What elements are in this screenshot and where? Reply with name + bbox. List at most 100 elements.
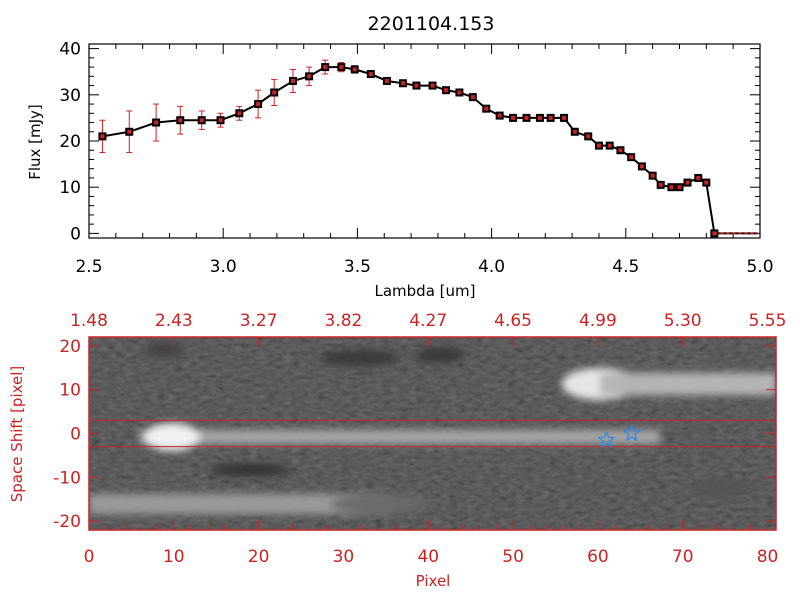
data-marker-center bbox=[127, 129, 132, 134]
bg-patch-2 bbox=[320, 350, 400, 366]
top-ytick-label: 30 bbox=[59, 86, 81, 106]
data-marker-center bbox=[368, 72, 373, 77]
bg-patch-4 bbox=[690, 479, 750, 497]
star-marker bbox=[622, 423, 641, 442]
bottom-top-tick-label: 4.99 bbox=[579, 311, 617, 331]
data-marker-center bbox=[572, 129, 577, 134]
top-yticks: 0 10 20 30 40 bbox=[59, 40, 760, 244]
data-marker-center bbox=[639, 164, 644, 169]
data-marker-center bbox=[537, 115, 542, 120]
top-plot-frame bbox=[88, 43, 761, 239]
bottom-ytick-label: 0 bbox=[70, 425, 81, 445]
bottom-top-tick-label: 4.65 bbox=[494, 311, 532, 331]
data-marker-center bbox=[704, 180, 709, 185]
data-marker-center bbox=[352, 67, 357, 72]
data-marker-center bbox=[524, 115, 529, 120]
bottom-ytick-label: -20 bbox=[53, 512, 81, 532]
top-xtick-label: 3.0 bbox=[210, 257, 237, 277]
bottom-top-tick-label: 3.27 bbox=[240, 311, 278, 331]
data-marker-center bbox=[618, 148, 623, 153]
data-marker-center bbox=[470, 95, 475, 100]
data-marker-center bbox=[323, 65, 328, 70]
lower-trace bbox=[89, 494, 389, 514]
data-marker-center bbox=[607, 143, 612, 148]
data-marker-center bbox=[629, 155, 634, 160]
data-marker-center bbox=[384, 78, 389, 83]
bottom-xtick-label: 80 bbox=[757, 547, 779, 567]
bottom-xtick-label: 50 bbox=[502, 547, 524, 567]
top-x-label: Lambda [um] bbox=[375, 282, 476, 300]
bottom-ytick-label: -10 bbox=[53, 468, 81, 488]
top-xtick-label: 4.0 bbox=[478, 257, 505, 277]
data-marker-center bbox=[658, 182, 663, 187]
data-marker-center bbox=[497, 113, 502, 118]
data-marker-center bbox=[237, 111, 242, 116]
data-marker-center bbox=[272, 90, 277, 95]
data-marker-center bbox=[484, 106, 489, 111]
data-marker-center bbox=[430, 83, 435, 88]
lower-trace-end bbox=[330, 495, 430, 513]
bottom-y-label: Space Shift [pixel] bbox=[8, 366, 26, 503]
trace-peak bbox=[144, 423, 200, 451]
bottom-xtick-label: 10 bbox=[163, 547, 185, 567]
top-xticks: 2.5 3.0 3.5 4.0 4.5 5.0 bbox=[75, 44, 774, 277]
bottom-x-label: Pixel bbox=[416, 572, 451, 590]
bottom-xticks: 0 10 20 30 40 50 60 70 80 bbox=[84, 520, 779, 567]
data-marker-center bbox=[548, 115, 553, 120]
bottom-ytick-label: 20 bbox=[59, 337, 81, 357]
bottom-top-tick-label: 3.82 bbox=[325, 311, 363, 331]
bottom-top-ticks: 1.48 2.43 3.27 3.82 4.27 4.65 4.99 5.30 5.55 bbox=[70, 311, 786, 347]
data-marker-center bbox=[339, 65, 344, 70]
spectral-image bbox=[89, 337, 776, 530]
bottom-xtick-label: 60 bbox=[587, 547, 609, 567]
bottom-top-tick-label: 2.43 bbox=[155, 311, 193, 331]
top-xtick-label: 5.0 bbox=[746, 257, 773, 277]
data-marker-center bbox=[178, 118, 183, 123]
data-marker-center bbox=[669, 185, 674, 190]
data-marker-center bbox=[307, 74, 312, 79]
data-marker-center bbox=[586, 134, 591, 139]
top-xtick-label: 3.5 bbox=[344, 257, 371, 277]
data-marker-center bbox=[218, 118, 223, 123]
data-marker-center bbox=[256, 102, 261, 107]
bottom-top-tick-label: 5.30 bbox=[664, 311, 702, 331]
data-marker-center bbox=[401, 81, 406, 86]
main-trace bbox=[140, 430, 660, 444]
top-markers bbox=[98, 63, 758, 238]
bottom-yticks: -20 -10 0 10 20 bbox=[53, 337, 776, 532]
chart-title: 2201104.153 bbox=[368, 13, 495, 35]
data-marker-center bbox=[290, 78, 295, 83]
data-marker-center bbox=[685, 180, 690, 185]
data-marker-center bbox=[457, 90, 462, 95]
data-marker-center bbox=[443, 88, 448, 93]
bg-patch-5 bbox=[210, 464, 290, 476]
bottom-xtick-label: 20 bbox=[248, 547, 270, 567]
bg-patch-3 bbox=[415, 347, 465, 363]
bg-patch-1 bbox=[145, 342, 185, 358]
data-marker-center bbox=[199, 118, 204, 123]
bottom-xtick-label: 40 bbox=[417, 547, 439, 567]
data-marker-center bbox=[511, 115, 516, 120]
bottom-top-tick-label: 5.55 bbox=[749, 311, 787, 331]
top-xtick-label: 2.5 bbox=[75, 257, 102, 277]
bottom-ytick-label: 10 bbox=[59, 381, 81, 401]
bottom-top-tick-label: 4.27 bbox=[409, 311, 447, 331]
top-ytick-label: 10 bbox=[59, 178, 81, 198]
top-ytick-label: 0 bbox=[70, 224, 81, 244]
extraction-lines bbox=[89, 419, 776, 448]
data-marker-center bbox=[414, 83, 419, 88]
bottom-xtick-label: 30 bbox=[333, 547, 355, 567]
data-marker-center bbox=[696, 175, 701, 180]
bottom-xtick-label: 0 bbox=[84, 547, 95, 567]
stars bbox=[597, 423, 641, 448]
flux-line bbox=[102, 66, 758, 235]
top-xtick-label: 4.5 bbox=[612, 257, 639, 277]
top-ytick-label: 40 bbox=[59, 40, 81, 60]
top-y-label: Flux [mJy] bbox=[26, 104, 44, 180]
data-marker-center bbox=[100, 134, 105, 139]
bottom-top-tick-label: 1.48 bbox=[70, 311, 108, 331]
data-marker-center bbox=[562, 115, 567, 120]
data-marker-center bbox=[650, 173, 655, 178]
data-marker-center bbox=[596, 143, 601, 148]
